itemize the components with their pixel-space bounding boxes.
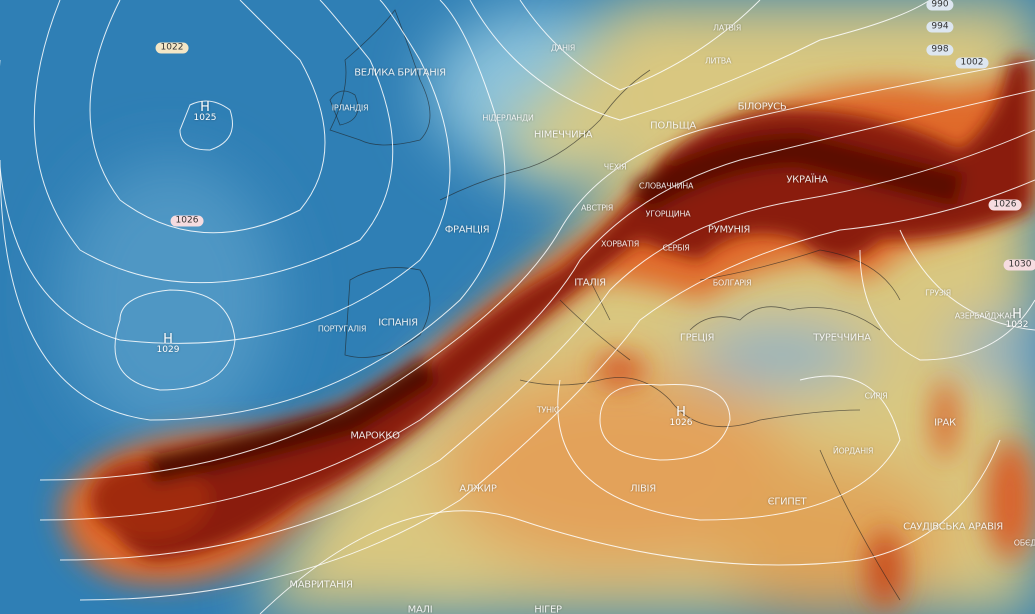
country-label[interactable]: СЛОВАЧЧИНА <box>638 181 694 191</box>
country-label[interactable]: БОЛГАРІЯ <box>712 278 752 288</box>
dust-dark-core <box>90 60 1031 560</box>
coastlines <box>329 9 901 601</box>
country-label[interactable]: ХОРВАТІЯ <box>601 239 639 249</box>
country-label[interactable]: ЧЕХІЯ <box>603 162 627 172</box>
country-label[interactable]: САУДІВСЬКА АРАВІЯ <box>903 521 1003 533</box>
country-label[interactable]: НІГЕР <box>534 604 562 614</box>
country-label[interactable]: НІМЕЧЧИНА <box>533 129 593 141</box>
isobar-label: 1002 <box>955 57 989 69</box>
country-label[interactable]: АЛЖИР <box>459 483 497 495</box>
high-pressure-center: H 1026 <box>669 405 693 428</box>
country-label[interactable]: ГРЕЦІЯ <box>679 332 715 344</box>
country-label[interactable]: ПОРТУГАЛІЯ <box>317 324 367 334</box>
country-label[interactable]: ІСПАНІЯ <box>378 317 418 329</box>
country-label[interactable]: УГОРЩИНА <box>645 209 691 219</box>
country-label[interactable]: МАРОККО <box>350 430 400 442</box>
country-label[interactable]: ЄГИПЕТ <box>767 496 807 508</box>
isobar-label: 994 <box>926 21 954 33</box>
country-label[interactable]: НІДЕРЛАНДИ <box>482 113 534 123</box>
isobar-label: 1022 <box>155 42 189 54</box>
country-label[interactable]: ІРЛАНДІЯ <box>331 103 369 113</box>
country-label[interactable]: РУМУНІЯ <box>707 224 751 236</box>
country-label[interactable]: ЛАТВІЯ <box>713 23 741 33</box>
country-label[interactable]: ІТАЛІЯ <box>574 277 606 289</box>
country-label[interactable]: ТУНІС <box>536 405 560 415</box>
high-pressure-center: H 1032 <box>1005 307 1029 330</box>
country-label[interactable]: МАВРИТАНІЯ <box>289 579 353 591</box>
country-label[interactable]: ОБЄД <box>1013 538 1035 548</box>
country-label[interactable]: ПОЛЬЩА <box>650 120 696 132</box>
country-label[interactable]: ІРАК <box>934 417 956 429</box>
isobar-label: 1026 <box>170 215 204 227</box>
country-label[interactable]: СИРІЯ <box>864 391 888 401</box>
high-pressure-center: H 1029 <box>156 332 180 355</box>
isobar-label: 1030 <box>1003 259 1035 271</box>
country-label[interactable]: СЕРБІЯ <box>662 243 690 253</box>
country-label[interactable]: ДАНІЯ <box>550 43 576 53</box>
isobar-label: 998 <box>926 44 954 56</box>
country-label[interactable]: МАЛІ <box>407 604 433 614</box>
isobar-label: 990 <box>926 0 954 11</box>
country-label[interactable]: ЙОРДАНІЯ <box>832 446 874 456</box>
high-pressure-center: H 1025 <box>193 100 217 123</box>
country-label[interactable]: АВСТРІЯ <box>580 203 614 213</box>
country-label[interactable]: ГРУЗІЯ <box>925 288 951 298</box>
country-label[interactable]: ТУРЕЧЧИНА <box>813 332 871 344</box>
country-label[interactable]: АЗЕРБАЙДЖАН <box>954 311 1016 321</box>
country-label[interactable]: ЛИТВА <box>704 56 732 66</box>
country-label[interactable]: БІЛОРУСЬ <box>737 101 787 113</box>
country-label[interactable]: ВЕЛИКА БРИТАНІЯ <box>354 67 446 79</box>
country-label[interactable]: ЛІВІЯ <box>630 483 656 495</box>
country-label[interactable]: ФРАНЦІЯ <box>444 224 490 236</box>
isobar-label: 1026 <box>988 199 1022 211</box>
country-label[interactable]: УКРАЇНА <box>786 174 828 186</box>
